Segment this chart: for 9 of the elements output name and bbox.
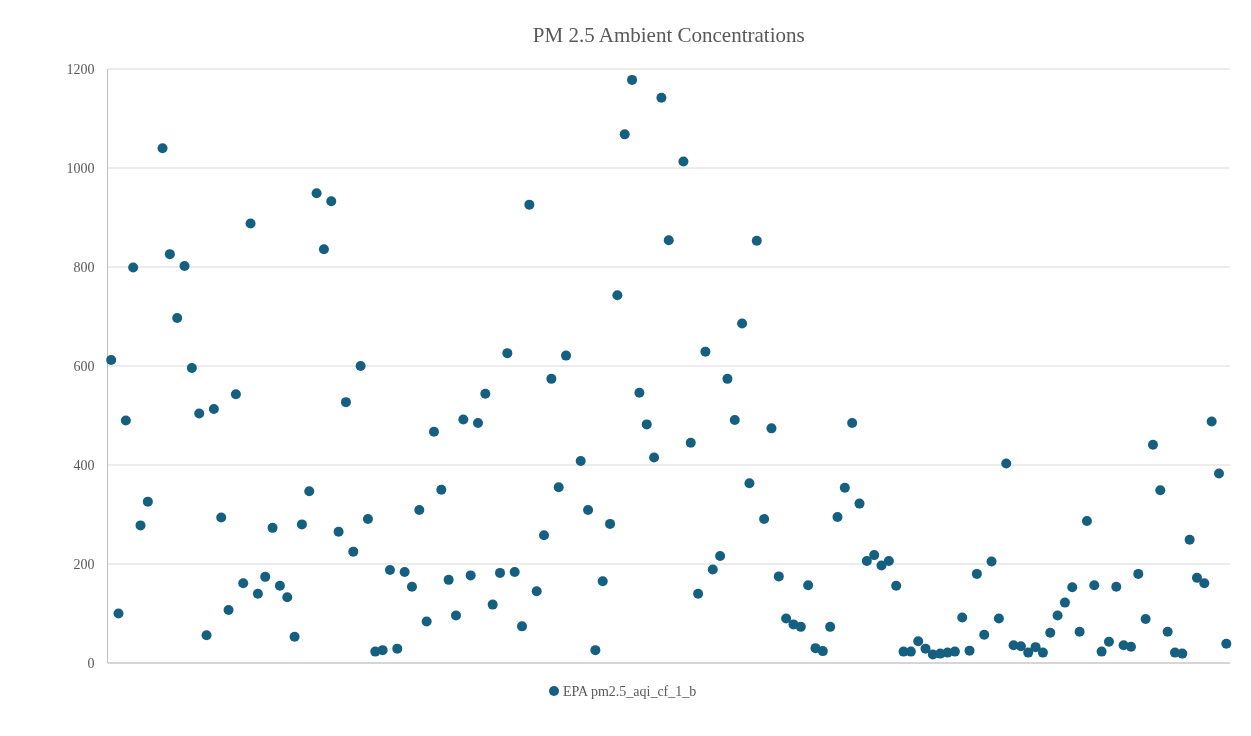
y-tick-label: 200 <box>73 556 95 572</box>
y-tick-label: 1000 <box>66 160 95 176</box>
legend-label: EPA pm2.5_aqi_cf_1_b <box>563 683 697 699</box>
y-tick-label: 0 <box>87 655 95 671</box>
y-tick-label: 800 <box>73 259 95 275</box>
y-tick-label: 1200 <box>66 61 95 77</box>
chart-title: PM 2.5 Ambient Concentrations <box>532 23 805 47</box>
y-tick-label: 600 <box>73 358 95 374</box>
y-tick-label: 400 <box>73 457 95 473</box>
